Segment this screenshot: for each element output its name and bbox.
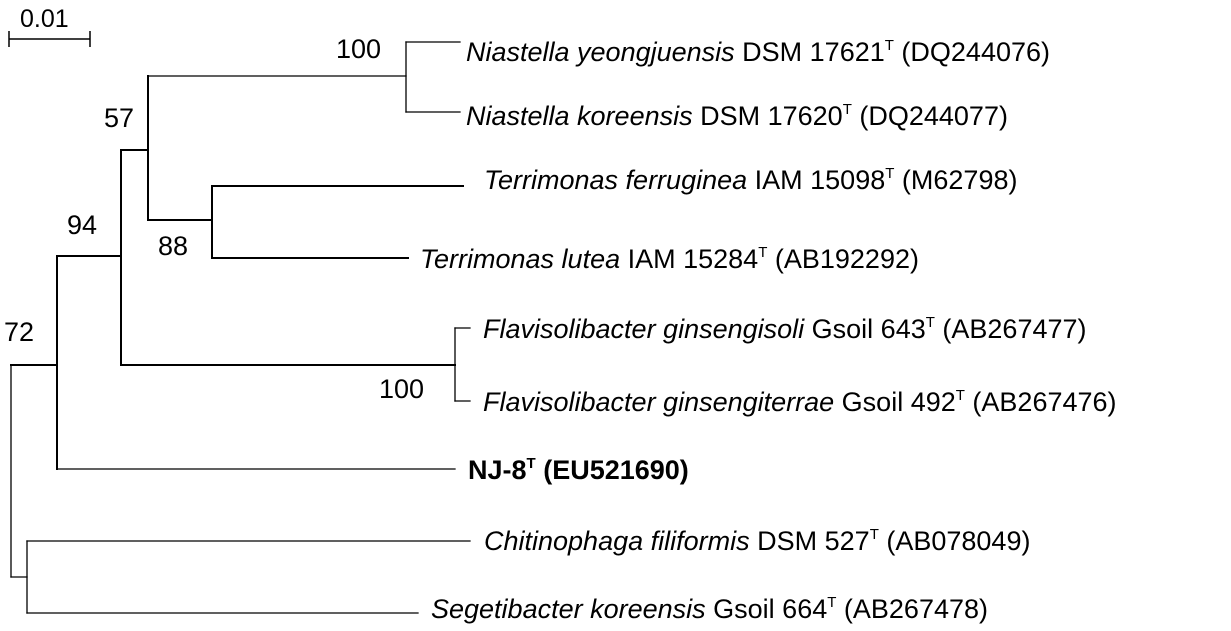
- taxon-label: Niastella koreensis DSM 17620T (DQ244077…: [466, 101, 1008, 131]
- taxon-labels: Niastella yeongjuensis DSM 17621T (DQ244…: [420, 37, 1117, 624]
- support-values: 100 57 88 94 100 72: [4, 34, 424, 404]
- taxon-label-nj8: NJ-8T (EU521690): [468, 455, 689, 485]
- scale-bar: 0.01: [8, 5, 91, 47]
- tree-branches: [10, 41, 471, 614]
- support-node57: 57: [104, 103, 134, 133]
- support-niastella: 100: [336, 34, 381, 64]
- taxon-label: Flavisolibacter ginsengisoli Gsoil 643T …: [483, 314, 1087, 344]
- support-terrimonas: 88: [158, 231, 188, 261]
- taxon-label: Terrimonas lutea IAM 15284T (AB192292): [420, 244, 919, 274]
- scale-bar-label: 0.01: [20, 5, 69, 33]
- taxon-label: Terrimonas ferruginea IAM 15098T (M62798…: [484, 165, 1017, 195]
- taxon-label: Segetibacter koreensis Gsoil 664T (AB267…: [431, 594, 988, 624]
- support-flavisolibacter: 100: [379, 374, 424, 404]
- taxon-label: Chitinophaga filiformis DSM 527T (AB0780…: [484, 526, 1030, 556]
- taxon-label: Niastella yeongjuensis DSM 17621T (DQ244…: [466, 37, 1050, 67]
- taxon-label: Flavisolibacter ginsengiterrae Gsoil 492…: [483, 387, 1117, 417]
- support-node72: 72: [4, 317, 34, 347]
- support-node94: 94: [67, 210, 97, 240]
